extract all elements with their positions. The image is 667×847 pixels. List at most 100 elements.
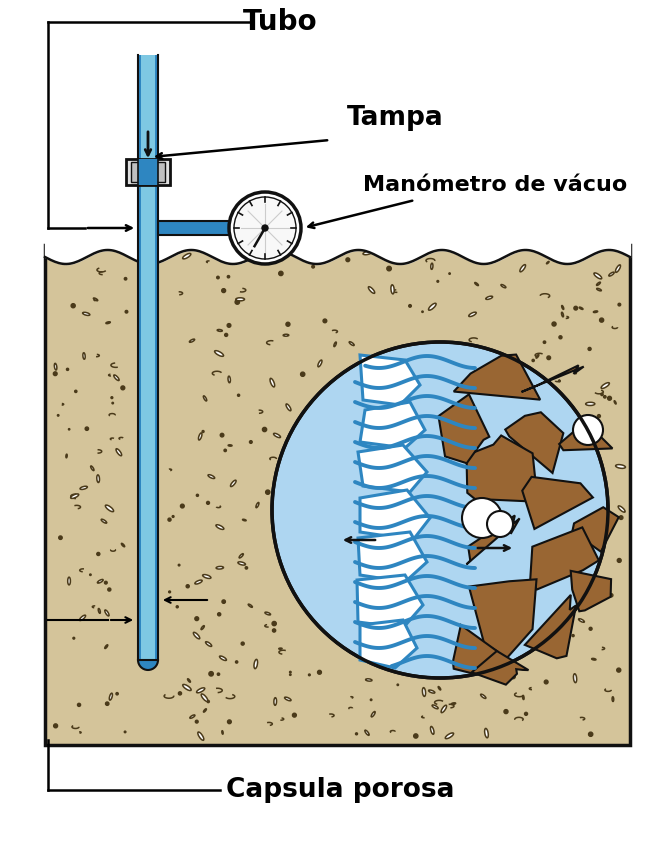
Ellipse shape: [594, 273, 602, 279]
Bar: [138, 159, 158, 185]
Circle shape: [227, 324, 231, 327]
Ellipse shape: [198, 732, 204, 740]
Ellipse shape: [597, 288, 602, 291]
Circle shape: [289, 674, 291, 675]
Polygon shape: [469, 579, 536, 664]
Circle shape: [422, 311, 424, 313]
Polygon shape: [360, 402, 425, 448]
Ellipse shape: [273, 434, 281, 438]
Ellipse shape: [254, 659, 257, 668]
Polygon shape: [571, 571, 611, 612]
Circle shape: [272, 342, 608, 678]
Ellipse shape: [197, 688, 205, 693]
Circle shape: [105, 702, 109, 706]
Ellipse shape: [334, 342, 336, 346]
Circle shape: [235, 300, 239, 304]
Ellipse shape: [546, 262, 549, 263]
Ellipse shape: [586, 402, 595, 406]
Circle shape: [207, 700, 209, 703]
Circle shape: [552, 322, 556, 326]
Circle shape: [53, 372, 57, 375]
Ellipse shape: [469, 313, 476, 317]
Polygon shape: [360, 355, 420, 405]
Circle shape: [234, 197, 296, 259]
Circle shape: [85, 427, 89, 430]
Ellipse shape: [109, 693, 113, 700]
Circle shape: [241, 642, 244, 645]
Circle shape: [598, 414, 600, 418]
Circle shape: [221, 289, 225, 292]
Ellipse shape: [106, 322, 110, 324]
Ellipse shape: [217, 329, 222, 331]
Circle shape: [125, 311, 128, 313]
Circle shape: [53, 724, 57, 728]
Ellipse shape: [216, 525, 224, 529]
Circle shape: [409, 305, 412, 307]
Ellipse shape: [270, 379, 275, 387]
Circle shape: [124, 731, 126, 733]
Circle shape: [588, 347, 591, 351]
Circle shape: [574, 307, 578, 310]
Ellipse shape: [114, 375, 119, 380]
Circle shape: [227, 720, 231, 723]
Ellipse shape: [228, 376, 230, 383]
Ellipse shape: [522, 695, 524, 700]
Ellipse shape: [350, 341, 354, 346]
Circle shape: [57, 414, 59, 416]
Ellipse shape: [274, 698, 277, 706]
Circle shape: [195, 720, 198, 723]
Circle shape: [601, 393, 603, 396]
Circle shape: [589, 628, 592, 630]
Circle shape: [217, 673, 219, 675]
Ellipse shape: [228, 445, 232, 446]
Text: Tubo: Tubo: [243, 8, 317, 36]
Circle shape: [544, 680, 548, 684]
Circle shape: [207, 501, 209, 504]
Circle shape: [272, 628, 275, 632]
Circle shape: [370, 699, 372, 700]
Ellipse shape: [368, 286, 375, 293]
Ellipse shape: [91, 466, 94, 471]
Ellipse shape: [199, 433, 202, 440]
Ellipse shape: [283, 335, 289, 336]
Ellipse shape: [475, 283, 478, 285]
Ellipse shape: [429, 690, 435, 693]
Circle shape: [202, 430, 204, 433]
Ellipse shape: [438, 687, 441, 690]
Ellipse shape: [520, 264, 526, 272]
Circle shape: [289, 672, 291, 673]
Ellipse shape: [366, 678, 372, 681]
Polygon shape: [454, 355, 540, 400]
Circle shape: [229, 192, 301, 264]
Ellipse shape: [98, 608, 100, 613]
Ellipse shape: [239, 554, 243, 558]
Circle shape: [111, 396, 113, 399]
Polygon shape: [505, 412, 564, 473]
Ellipse shape: [536, 355, 539, 358]
Ellipse shape: [201, 694, 208, 701]
Polygon shape: [357, 575, 423, 628]
Ellipse shape: [68, 577, 71, 585]
Ellipse shape: [189, 339, 195, 342]
Circle shape: [387, 266, 392, 271]
Circle shape: [272, 622, 276, 626]
Ellipse shape: [71, 494, 79, 498]
Bar: [131, 162, 165, 182]
Circle shape: [222, 600, 225, 603]
Polygon shape: [360, 490, 430, 540]
Ellipse shape: [231, 480, 236, 486]
Ellipse shape: [203, 574, 211, 579]
Circle shape: [292, 713, 296, 717]
Circle shape: [89, 574, 91, 575]
Ellipse shape: [446, 733, 454, 739]
Ellipse shape: [501, 285, 506, 288]
Circle shape: [543, 341, 546, 343]
Circle shape: [279, 271, 283, 275]
Circle shape: [178, 564, 180, 566]
Ellipse shape: [286, 404, 291, 411]
Ellipse shape: [121, 544, 125, 547]
Ellipse shape: [594, 311, 598, 313]
Ellipse shape: [215, 351, 223, 357]
Ellipse shape: [372, 711, 375, 717]
Wedge shape: [138, 660, 158, 670]
